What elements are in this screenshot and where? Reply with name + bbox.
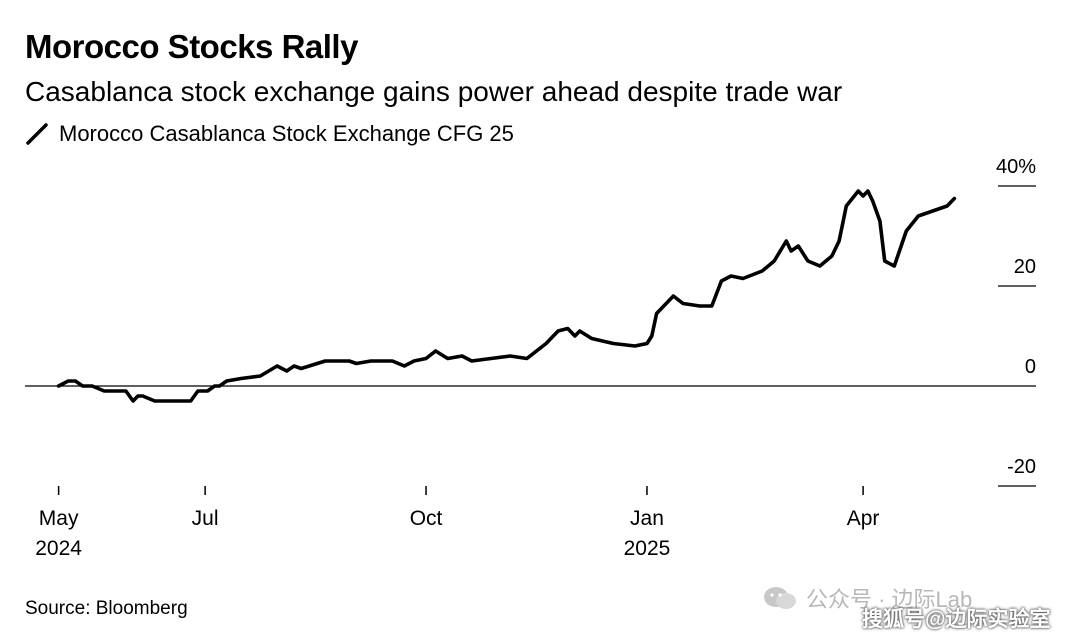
line-chart: 40% 20 0 -20 May 2024 Jul Oct Jan 2025 Apr	[25, 156, 1036, 560]
source-note: Source: Bloomberg	[25, 598, 188, 619]
wechat-icon	[764, 587, 796, 609]
x-tick-sublabel-0: 2024	[35, 537, 82, 560]
x-tick-label-4: Apr	[847, 507, 880, 530]
watermark-sohu: 搜狐号@边际实验室	[862, 608, 1051, 631]
legend: Morocco Casablanca Stock Exchange CFG 25	[25, 121, 514, 147]
watermark-wechat-text: 公众号 · 边际Lab	[806, 587, 973, 612]
watermark-wechat: 公众号 · 边际Lab	[762, 582, 972, 614]
x-tick-sublabel-3: 2025	[624, 537, 671, 560]
chart-subtitle: Casablanca stock exchange gains power ah…	[25, 76, 843, 107]
x-tick-label-1: Jul	[192, 507, 219, 530]
chart-title: Morocco Stocks Rally	[25, 28, 358, 65]
x-tick-label-0: May	[39, 507, 79, 530]
y-tick-label-3: -20	[1007, 456, 1036, 478]
legend-label: Morocco Casablanca Stock Exchange CFG 25	[59, 121, 514, 146]
legend-line-icon	[26, 123, 48, 145]
series-line-0	[56, 189, 957, 403]
y-tick-label-0: 40%	[996, 156, 1036, 178]
y-tick-label-1: 20	[1014, 256, 1036, 278]
x-tick-label-2: Oct	[410, 507, 443, 530]
y-tick-label-2: 0	[1025, 356, 1036, 378]
x-tick-label-3: Jan	[630, 507, 664, 530]
